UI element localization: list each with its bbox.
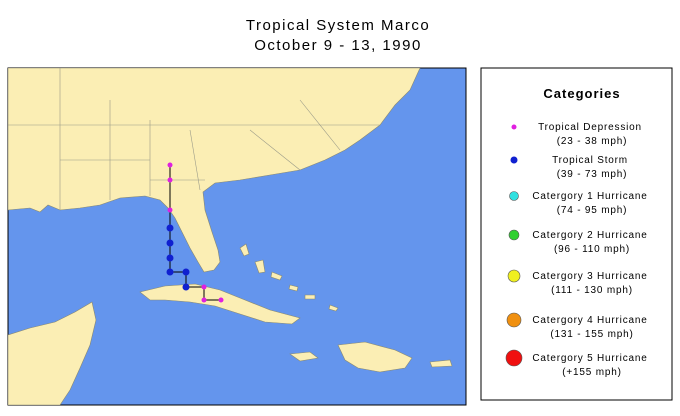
depression-points: [167, 162, 224, 303]
legend-swatch: [505, 349, 523, 367]
track-point: [201, 297, 207, 303]
legend-range: (23 - 38 mph): [557, 136, 627, 147]
legend-label: Catergory 1 Hurricane: [532, 191, 647, 202]
legend-label: Tropical Storm: [552, 155, 628, 166]
track-point: [218, 297, 224, 303]
track-point: [182, 268, 190, 276]
legend-range: (131 - 155 mph): [550, 329, 633, 340]
united-states: [8, 68, 421, 273]
track-point: [167, 207, 173, 213]
track-point: [166, 268, 174, 276]
legend-swatch: [510, 156, 518, 164]
track-point: [201, 284, 207, 290]
track-point: [167, 177, 173, 183]
legend-swatch: [508, 229, 520, 241]
track-point: [166, 239, 174, 247]
legend-label: Catergory 4 Hurricane: [532, 315, 647, 326]
jamaica: [289, 351, 319, 362]
bahamas: [239, 243, 339, 312]
track-point: [166, 254, 174, 262]
mexico: [8, 301, 97, 405]
legend-label: Tropical Depression: [538, 122, 642, 133]
track-point: [182, 283, 190, 291]
legend-swatch: [507, 269, 521, 283]
legend-label: Catergory 2 Hurricane: [532, 230, 647, 241]
legend-title: Categories: [543, 86, 620, 101]
legend-swatch: [506, 312, 522, 328]
hispaniola: [337, 341, 413, 373]
legend-swatch: [509, 191, 519, 201]
track-point: [167, 162, 173, 168]
legend-label: Catergory 3 Hurricane: [532, 271, 647, 282]
storm-track: [166, 162, 224, 303]
map: [7, 67, 467, 406]
legend-label: Catergory 5 Hurricane: [532, 353, 647, 364]
legend-range: (39 - 73 mph): [557, 169, 627, 180]
legend-box: [480, 67, 673, 401]
title: Tropical System Marco: [246, 17, 430, 34]
legend-range: (+155 mph): [562, 367, 621, 378]
legend-range: (96 - 110 mph): [554, 244, 630, 255]
storm-points: [166, 224, 190, 291]
puerto-rico: [429, 359, 453, 368]
subtitle: October 9 - 13, 1990: [254, 37, 422, 54]
legend: Categories Tropical Depression (23 - 38 m…: [480, 67, 673, 401]
track-point: [166, 224, 174, 232]
legend-range: (111 - 130 mph): [551, 285, 633, 296]
legend-range: (74 - 95 mph): [557, 205, 627, 216]
legend-swatch: [511, 124, 517, 130]
